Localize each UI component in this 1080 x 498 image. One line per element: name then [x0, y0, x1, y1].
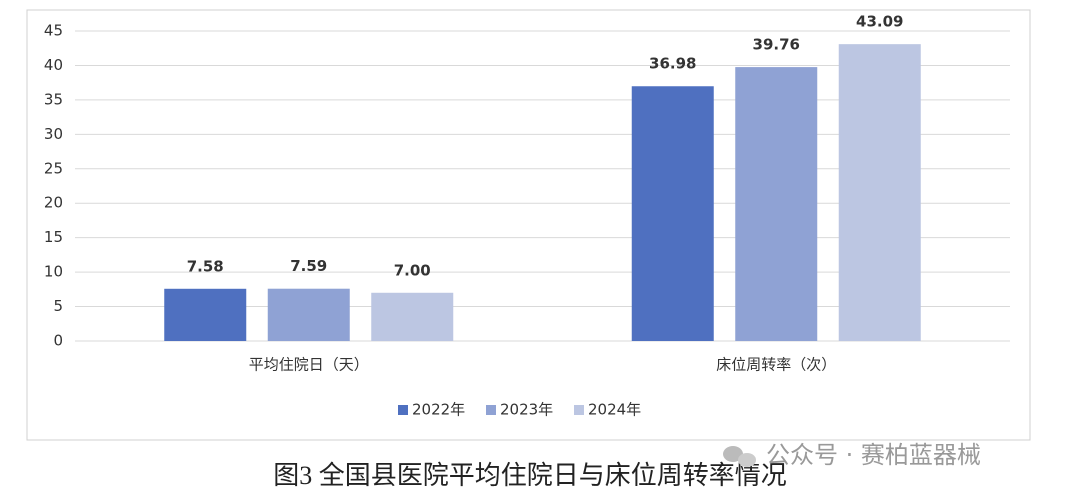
legend-swatch	[398, 405, 408, 415]
y-tick-label: 0	[53, 332, 63, 350]
y-tick-label: 45	[44, 22, 63, 40]
y-tick-label: 10	[44, 263, 63, 281]
bar	[267, 288, 350, 341]
y-tick-label: 20	[44, 194, 63, 212]
y-tick-label: 15	[44, 228, 63, 246]
legend-swatch	[574, 405, 584, 415]
legend-label: 2022年	[412, 401, 465, 419]
value-label: 43.09	[856, 13, 903, 31]
x-tick-label: 床位周转率（次）	[716, 356, 836, 374]
bar	[838, 44, 921, 341]
y-tick-label: 5	[53, 297, 63, 315]
x-tick-label: 平均住院日（天）	[249, 356, 369, 374]
bar	[735, 67, 818, 341]
chart-title: 图3 全国县医院平均住院日与床位周转率情况	[273, 461, 787, 490]
bar	[631, 86, 714, 341]
y-tick-label: 25	[44, 159, 63, 177]
value-label: 7.58	[187, 257, 224, 275]
value-label: 39.76	[753, 36, 800, 54]
y-tick-label: 30	[44, 125, 63, 143]
legend-label: 2023年	[500, 401, 553, 419]
watermark: 公众号 · 赛柏蓝器械	[766, 441, 981, 469]
bar	[164, 288, 247, 341]
watermark-icon	[723, 446, 756, 467]
y-tick-label: 40	[44, 56, 63, 74]
legend-label: 2024年	[588, 401, 641, 419]
bar	[371, 292, 454, 341]
value-label: 7.00	[394, 261, 431, 279]
value-label: 7.59	[290, 257, 327, 275]
value-label: 36.98	[649, 55, 696, 73]
legend-swatch	[486, 405, 496, 415]
y-tick-label: 35	[44, 90, 63, 108]
